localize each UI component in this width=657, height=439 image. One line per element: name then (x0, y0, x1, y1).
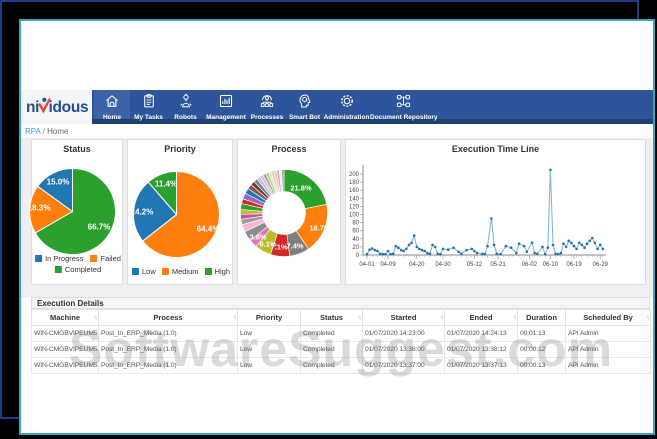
svg-text:60: 60 (352, 229, 359, 235)
svg-text:40: 40 (352, 237, 359, 243)
svg-text:06-19: 06-19 (566, 262, 582, 268)
svg-text:200: 200 (349, 172, 360, 178)
svg-text:05-12: 05-12 (467, 262, 483, 268)
svg-text:05-21: 05-21 (490, 262, 506, 268)
svg-text:160: 160 (349, 188, 360, 194)
svg-text:04-30: 04-30 (435, 262, 451, 268)
svg-text:06-10: 06-10 (543, 262, 559, 268)
svg-text:180: 180 (349, 180, 360, 186)
svg-text:04-01: 04-01 (359, 262, 375, 268)
svg-text:80: 80 (352, 221, 359, 227)
svg-text:ni: ni (26, 99, 39, 116)
svg-text:04-09: 04-09 (380, 262, 396, 268)
svg-text:100: 100 (349, 213, 360, 219)
svg-text:idous: idous (49, 99, 89, 116)
svg-text:04-20: 04-20 (409, 262, 425, 268)
svg-text:06-02: 06-02 (522, 262, 538, 268)
svg-text:06-29: 06-29 (593, 262, 609, 268)
svg-text:0: 0 (356, 253, 360, 259)
svg-text:140: 140 (349, 196, 360, 202)
svg-text:120: 120 (349, 204, 360, 210)
svg-text:20: 20 (352, 245, 359, 251)
